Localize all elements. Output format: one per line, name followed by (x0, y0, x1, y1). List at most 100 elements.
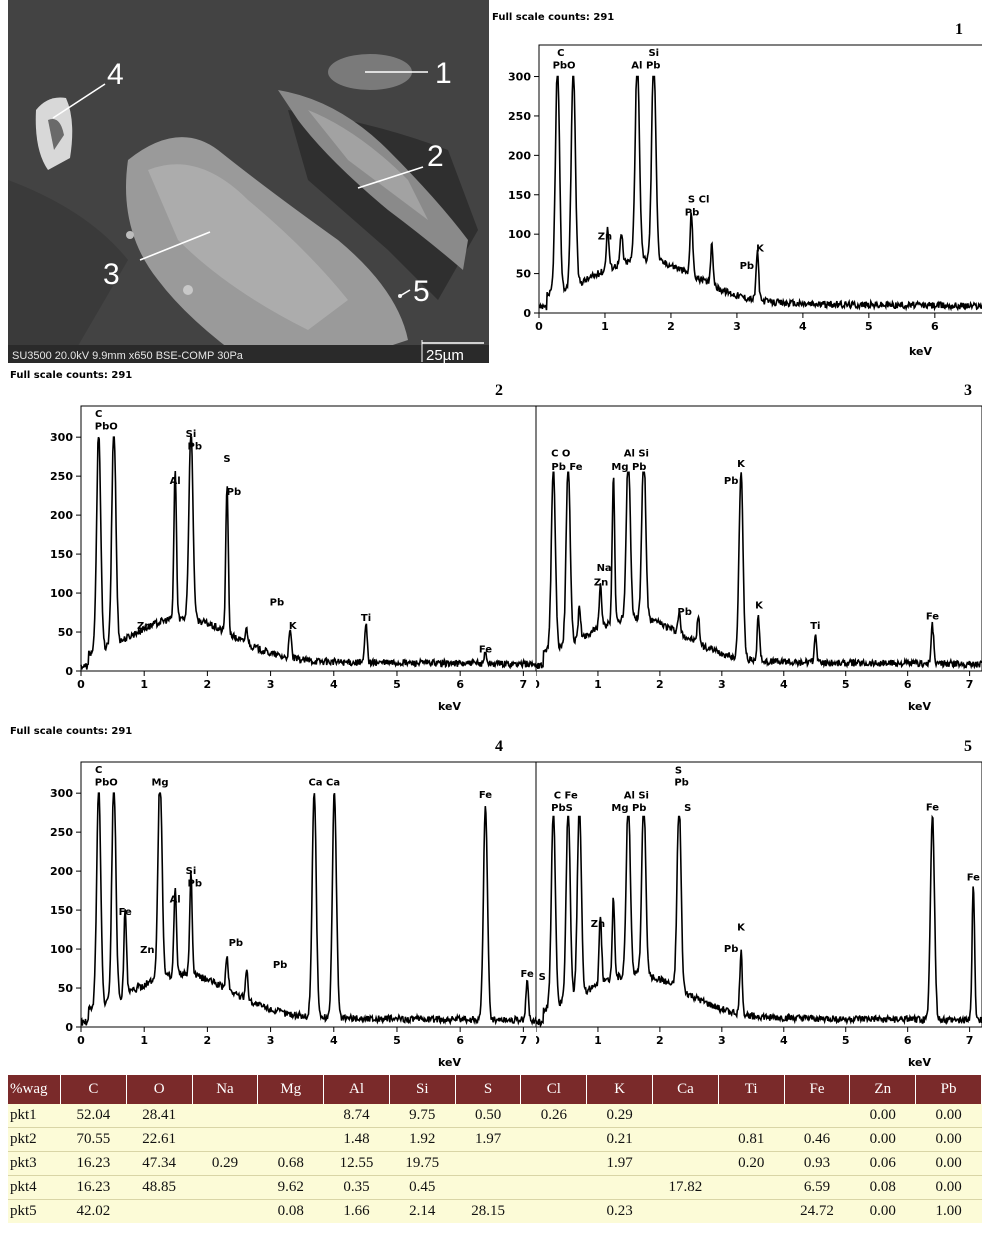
peak-label: K (756, 244, 765, 255)
y-tick-label: 50 (516, 268, 532, 281)
table-cell (192, 1199, 258, 1223)
plot-frame (80, 405, 536, 672)
table-cell: 0.81 (718, 1127, 785, 1152)
full-scale-label-4: Full scale counts: 291 (10, 726, 133, 737)
x-tick-label: 7 (520, 1034, 528, 1047)
peak-label: Fe (521, 969, 534, 980)
column-header-pb: Pb (915, 1075, 982, 1104)
x-tick-label: 7 (520, 678, 528, 691)
plot-frame (536, 761, 982, 1028)
x-tick-label: 5 (842, 1034, 850, 1047)
sem-micrograph: 1 2 3 4 5 SU3500 20.0kV 9.9mm x650 BSE-C… (8, 0, 489, 363)
full-scale-label-1: Full scale counts: 291 (492, 12, 615, 23)
table-cell: 0.00 (915, 1104, 982, 1128)
table-cell: 6.59 (784, 1175, 850, 1200)
peak-label: Fe (119, 907, 132, 918)
panel-number: 4 (495, 738, 503, 755)
scale-bar-label: 25µm (426, 347, 464, 363)
peak-label: Pb (740, 261, 755, 272)
peak-label: Al Si (624, 449, 649, 460)
table-cell (718, 1175, 785, 1200)
sem-info-text: SU3500 20.0kV 9.9mm x650 BSE-COMP 30Pa (12, 350, 244, 362)
y-tick-label: 250 (508, 110, 531, 123)
spectrum-panel-3: 3 0 1 2 3 4 5 6 7 keV C O Pb Fe Al Si Mg Pb K Pb Na Zn Pb K… (536, 365, 982, 717)
panel-number: 3 (964, 382, 972, 399)
table-cell: 47.34 (126, 1151, 193, 1176)
peak-label: Si (186, 429, 197, 440)
peak-label: Fe (479, 790, 492, 801)
peak-label: Fe (926, 612, 939, 623)
peak-label: K (289, 621, 298, 632)
peak-label: Mg Pb (611, 462, 646, 473)
y-tick-label: 0 (523, 307, 531, 320)
x-tick-label: 4 (780, 678, 788, 691)
table-cell (520, 1127, 587, 1152)
spectrum-line (80, 436, 536, 670)
marker-label-2: 2 (427, 140, 444, 173)
composition-table: %wag C O Na Mg Al Si S Cl K Ca Ti Fe Zn Pb pkt1 52.04 28… (8, 1075, 982, 1223)
x-tick-label: 5 (393, 678, 401, 691)
table-cell: 1.97 (455, 1127, 521, 1152)
table-cell: 28.41 (126, 1104, 193, 1128)
x-tick-label: 3 (718, 678, 726, 691)
x-tick-label: 0 (536, 1034, 540, 1047)
table-cell: 1.66 (323, 1199, 390, 1223)
table-cell: 1.48 (323, 1127, 390, 1152)
spectrum-line (538, 75, 982, 312)
column-header-s: S (455, 1075, 522, 1104)
table-header-row: %wag C O Na Mg Al Si S Cl K Ca Ti Fe Zn Pb (8, 1075, 982, 1104)
peak-label: C Fe (554, 791, 578, 802)
x-axis-label: keV (908, 1056, 931, 1069)
spectrum-panel-1: Full scale counts: 291 1 0 50 100 150 200 250 3… (489, 0, 982, 363)
y-tick-label: 300 (508, 71, 531, 84)
peak-label: Pb (674, 777, 689, 788)
table-cell: 0.68 (257, 1151, 324, 1176)
peak-label: Ca Ca (308, 777, 340, 788)
table-cell (652, 1104, 719, 1128)
table-body: pkt1 52.04 28.41 8.74 9.75 0.50 0.26 0.29 0.00 0.… (8, 1104, 982, 1223)
table-cell: 1.97 (586, 1151, 653, 1176)
peak-label: C (95, 765, 102, 776)
table-cell (586, 1175, 653, 1200)
table-cell (455, 1175, 521, 1200)
y-tick-label: 50 (58, 626, 74, 639)
x-axis-label: keV (438, 700, 461, 713)
x-tick-label: 1 (594, 678, 602, 691)
peak-label: Pb (229, 938, 244, 949)
peak-label: Si (186, 866, 197, 877)
column-header-c: C (60, 1075, 127, 1104)
table-cell: 70.55 (60, 1127, 127, 1152)
peak-label: Fe (926, 802, 939, 813)
y-tick-label: 0 (65, 665, 73, 678)
table-cell (257, 1104, 324, 1128)
table-cell: 19.75 (389, 1151, 456, 1176)
table-cell: 1.00 (915, 1199, 982, 1223)
peak-label: Pb (724, 476, 739, 487)
table-cell (520, 1151, 587, 1176)
peak-label: Pb (188, 442, 203, 453)
table-cell: 0.20 (718, 1151, 785, 1176)
x-tick-label: 6 (456, 1034, 464, 1047)
peak-label: S (539, 972, 546, 983)
table-cell: 0.45 (389, 1175, 456, 1200)
y-tick-label: 200 (508, 149, 531, 162)
spectrum-line (536, 471, 982, 670)
y-tick-label: 200 (50, 509, 73, 522)
spectrum-plot-3: 3 0 1 2 3 4 5 6 7 keV C O Pb Fe Al Si Mg Pb K Pb Na Zn Pb K… (536, 382, 982, 713)
peak-label: C (557, 48, 564, 59)
table-cell (652, 1127, 719, 1152)
peak-label: K (755, 601, 764, 612)
x-tick-label: 3 (267, 678, 275, 691)
x-tick-label: 2 (667, 320, 675, 333)
table-cell: 0.08 (849, 1175, 916, 1200)
table-cell (257, 1127, 324, 1152)
peak-label: Pb (724, 944, 739, 955)
peak-label: C O (551, 449, 570, 460)
peak-label: Al (170, 476, 181, 487)
x-tick-label: 5 (865, 320, 873, 333)
peak-label: Pb (270, 598, 285, 609)
table-cell (192, 1127, 258, 1152)
column-header-fe: Fe (784, 1075, 851, 1104)
peak-label: PbO (553, 61, 576, 72)
x-tick-label: 6 (904, 678, 912, 691)
